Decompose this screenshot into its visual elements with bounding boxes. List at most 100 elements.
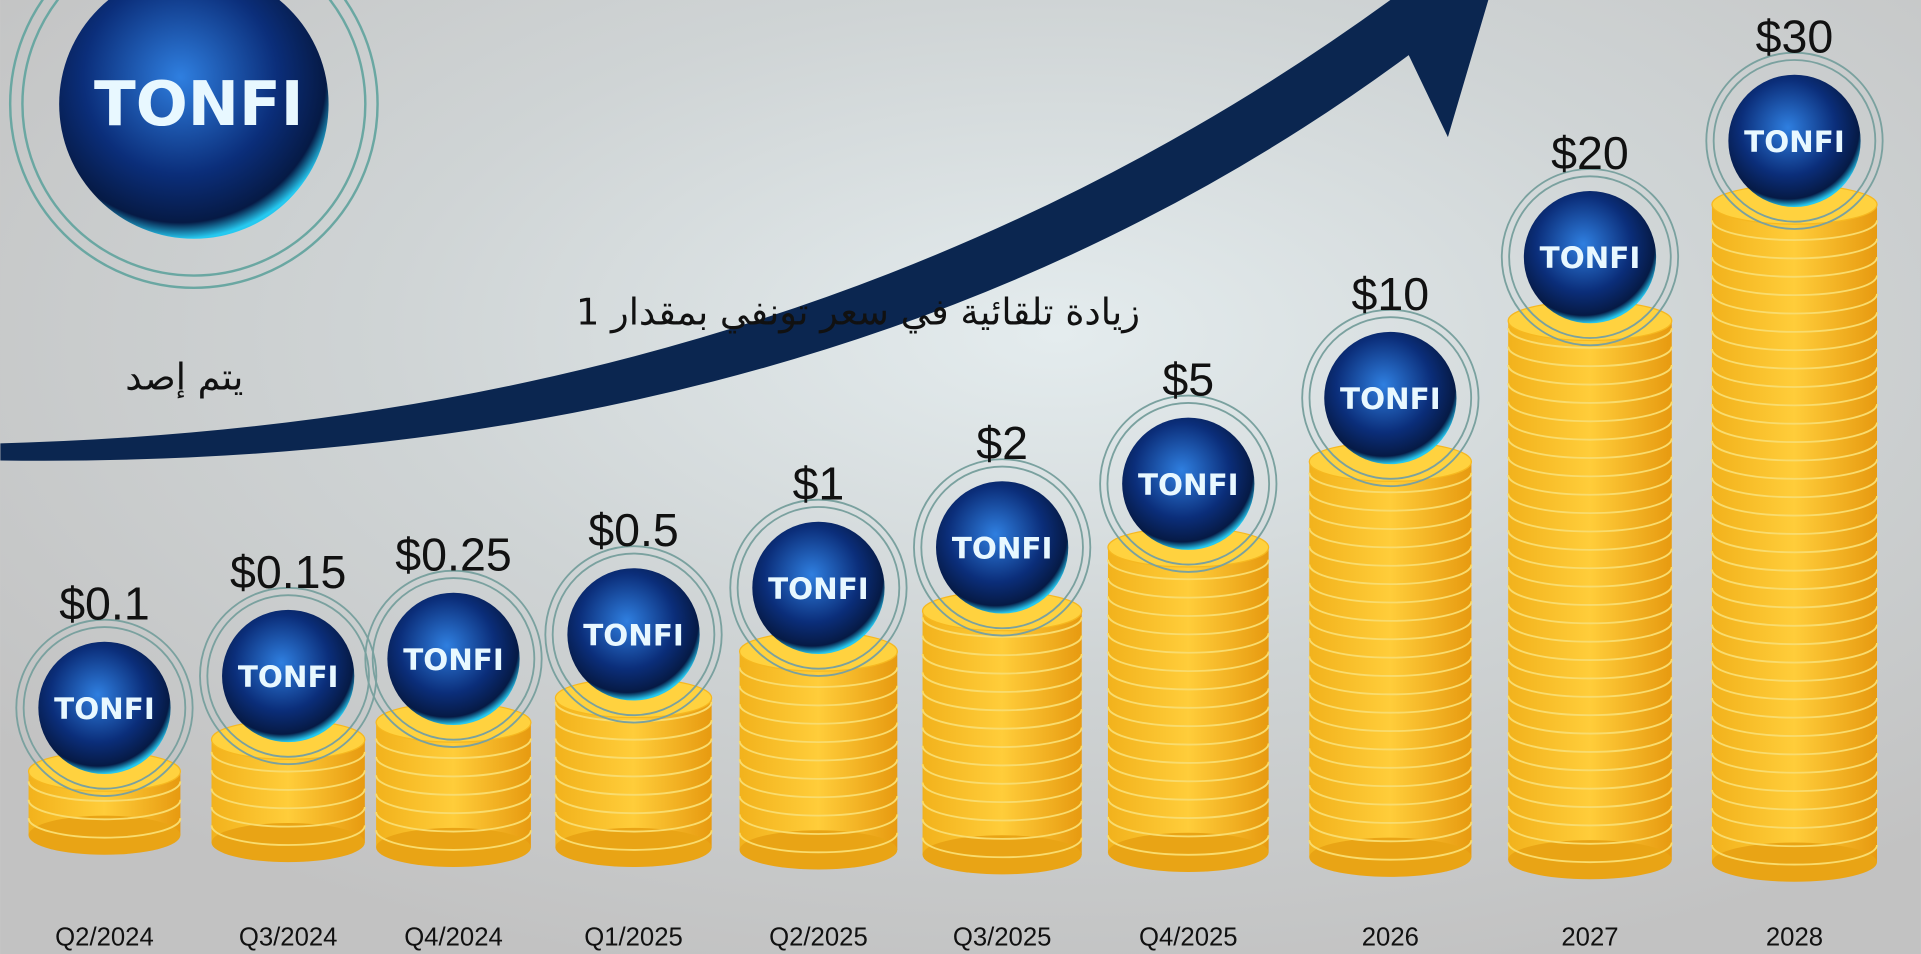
coin: [936, 481, 1069, 614]
coin-text: TONFI: [238, 660, 339, 694]
coin-edge: [375, 811, 532, 833]
coin: [387, 592, 520, 725]
period-label: Q3/2025: [953, 923, 1052, 951]
coin-edge: [1507, 328, 1673, 349]
price-label: $1: [793, 458, 845, 510]
coin-edge: [1507, 401, 1673, 423]
coin-edge: [921, 837, 1083, 859]
coin-edge: [554, 793, 713, 815]
coin-edge: [1711, 293, 1878, 315]
coin-edge: [1507, 842, 1673, 864]
coin-edge: [1711, 734, 1878, 756]
coin-text: TONFI: [1138, 468, 1239, 502]
period-label: 2027: [1561, 923, 1618, 951]
coin-ring: [1308, 316, 1473, 480]
price-label: $0.1: [59, 578, 150, 630]
coin-edge: [921, 745, 1083, 767]
coin-edge: [1507, 787, 1673, 808]
coin-ring: [729, 498, 908, 677]
coin-edge: [738, 832, 899, 854]
stack-base: [1508, 840, 1672, 880]
coin-edge: [210, 770, 366, 791]
coin-text: TONFI: [1744, 125, 1845, 159]
coin-ring: [1301, 308, 1480, 488]
coin-edge: [1507, 603, 1673, 625]
coin-ring: [1712, 59, 1877, 223]
coin-edge: [1308, 637, 1473, 659]
stack-body: [739, 651, 898, 850]
price-label: $0.25: [395, 529, 511, 581]
coin-edge: [738, 722, 899, 744]
coin-edge: [1308, 748, 1473, 769]
coin-edge: [1711, 550, 1878, 572]
coin-edge: [1711, 312, 1878, 333]
coin-edge: [554, 830, 713, 851]
coin-edge: [1711, 642, 1878, 664]
coin-edge: [1507, 622, 1673, 643]
coin-edge: [1107, 743, 1270, 764]
period-label: 2026: [1362, 923, 1419, 951]
coin-edge: [1507, 768, 1673, 790]
coin-edge: [375, 775, 532, 796]
coin-edge: [921, 690, 1083, 712]
coin-edge: [1308, 509, 1473, 530]
coin-edge: [27, 799, 182, 821]
coin-edge: [921, 653, 1083, 675]
coin-edge: [1711, 789, 1878, 811]
coin-edge: [1507, 419, 1673, 441]
stack-base: [739, 830, 898, 870]
coin-edge: [1107, 724, 1270, 746]
coin-ring: [1106, 401, 1271, 566]
coin-stack: TONFI $20 2027: [1500, 127, 1680, 951]
coin-ring: [22, 626, 187, 790]
coin-text: TONFI: [952, 531, 1053, 565]
coin-edge: [375, 738, 532, 759]
coin-edge: [1507, 456, 1673, 478]
coin-edge: [1711, 587, 1878, 609]
coin-edge: [1711, 661, 1878, 682]
coin-ring: [206, 594, 370, 758]
coin-stack: TONFI $1 Q2/2025: [729, 458, 908, 951]
stack-body: [1309, 461, 1472, 858]
coin-edge: [554, 738, 713, 759]
coin-text: TONFI: [54, 692, 155, 726]
coin-edge: [1507, 585, 1673, 606]
coin-edge: [1711, 440, 1878, 462]
coin-ring: [15, 618, 194, 797]
coin-stacks: TONFI $0.1 Q2/2024 TONFI $0.15 Q3/2024 TONFI $0…: [15, 11, 1884, 951]
coin-text: TONFI: [403, 643, 504, 677]
coin-stack: TONFI $5 Q4/2025: [1099, 354, 1278, 951]
coin-edge: [1308, 839, 1473, 861]
coin-edge: [554, 701, 713, 723]
coin-edge: [1711, 367, 1878, 388]
stack-base: [1107, 832, 1269, 872]
period-label: Q4/2025: [1139, 923, 1238, 951]
coin-ring: [364, 569, 543, 748]
coin-edge: [1711, 697, 1878, 719]
coin-edge: [1711, 624, 1878, 646]
logo-ring: [9, 0, 379, 289]
coin-edge: [1308, 803, 1473, 824]
coin-edge: [738, 759, 899, 780]
coin-edge: [1711, 495, 1878, 517]
coin-edge: [554, 775, 713, 796]
logo-text: TONFI: [94, 69, 304, 140]
price-label: $10: [1352, 268, 1430, 320]
coin-edge: [554, 811, 713, 833]
coin-edge: [921, 819, 1083, 840]
coin: [1523, 191, 1657, 324]
coin-edge: [1107, 779, 1270, 801]
coin-edge: [1507, 530, 1673, 551]
coin-edge: [1507, 640, 1673, 661]
period-label: Q1/2025: [584, 923, 683, 951]
price-label: $0.15: [230, 546, 346, 598]
coin-ring: [920, 465, 1084, 630]
coin-edge: [1308, 527, 1473, 549]
coin-edge: [921, 617, 1083, 638]
coin-edge: [1711, 514, 1878, 535]
coin-edge: [375, 793, 532, 815]
coin-ring: [913, 458, 1092, 637]
coin-edge: [1107, 596, 1270, 617]
coin-edge: [1308, 766, 1473, 788]
